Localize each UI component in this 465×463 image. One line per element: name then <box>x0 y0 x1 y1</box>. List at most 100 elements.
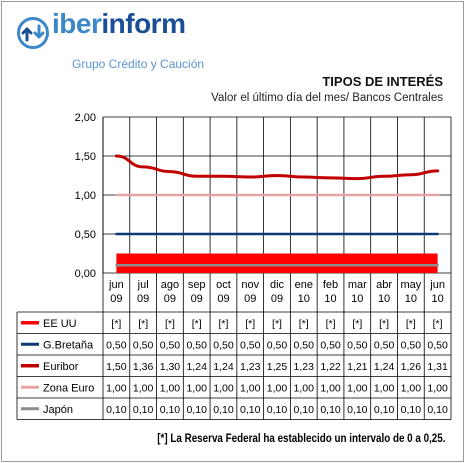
data-label: [*] <box>138 318 148 330</box>
data-label: 0,10 <box>401 404 422 416</box>
x-tick-label: 10 <box>405 293 417 305</box>
data-label: 0,10 <box>186 404 207 416</box>
x-tick-label: 10 <box>431 293 443 305</box>
x-tick-label: 09 <box>110 293 122 305</box>
y-tick-label: 0,00 <box>75 268 96 280</box>
data-label: 1,00 <box>374 382 395 394</box>
data-label: 0,50 <box>347 339 368 351</box>
data-label: 0,50 <box>427 339 448 351</box>
data-label: 0,10 <box>240 404 261 416</box>
x-tick-label: feb <box>323 279 338 291</box>
x-tick-label: jun <box>429 279 445 291</box>
data-label: 0,10 <box>213 404 234 416</box>
data-label: 0,10 <box>160 404 181 416</box>
legend-label: G.Bretaña <box>43 339 94 351</box>
data-label: 0,50 <box>133 339 154 351</box>
x-tick-label: 09 <box>244 293 256 305</box>
data-label: 0,10 <box>294 404 315 416</box>
x-tick-label: oct <box>216 279 231 291</box>
data-label: [*] <box>352 318 362 330</box>
x-tick-label: dic <box>270 279 285 291</box>
data-label: 1,24 <box>186 361 207 373</box>
x-tick-label: 09 <box>191 293 203 305</box>
x-tick-label: may <box>400 279 421 291</box>
data-label: [*] <box>192 318 202 330</box>
data-label: 1,00 <box>320 382 341 394</box>
data-label: 0,50 <box>186 339 207 351</box>
y-tick-label: 1,00 <box>75 190 96 202</box>
x-tick-label: 10 <box>298 293 310 305</box>
y-tick-label: 0,50 <box>75 229 96 241</box>
x-tick-label: jun <box>108 279 124 291</box>
data-label: 1,23 <box>240 361 261 373</box>
data-label: 1,22 <box>320 361 341 373</box>
data-label: 0,50 <box>240 339 261 351</box>
x-tick-label: 10 <box>324 293 336 305</box>
data-label: 1,00 <box>347 382 368 394</box>
x-tick-label: 09 <box>217 293 229 305</box>
data-label: 1,00 <box>213 382 234 394</box>
x-tick-label: jul <box>137 279 149 291</box>
data-label: 1,31 <box>427 361 448 373</box>
data-label: 0,50 <box>160 339 181 351</box>
data-label: 1,00 <box>240 382 261 394</box>
data-label: 1,50 <box>106 361 127 373</box>
data-label: 1,24 <box>374 361 395 373</box>
brand-part1: iber <box>52 8 102 39</box>
x-tick-label: mar <box>348 279 367 291</box>
data-label: 1,00 <box>133 382 154 394</box>
footnote: [*] La Reserva Federal ha establecido un… <box>156 431 445 445</box>
x-tick-label: nov <box>241 279 259 291</box>
data-label: 0,10 <box>347 404 368 416</box>
iberinform-logo-icon <box>17 17 49 49</box>
data-label: 1,21 <box>347 361 368 373</box>
data-label: 0,10 <box>320 404 341 416</box>
data-label: 1,30 <box>160 361 181 373</box>
series-line <box>114 154 440 181</box>
data-label: 1,24 <box>213 361 234 373</box>
x-tick-label: 09 <box>164 293 176 305</box>
x-tick-label: abr <box>376 279 392 291</box>
data-label: 1,26 <box>401 361 422 373</box>
chart-subtitle: Valor el último día del mes/ Bancos Cent… <box>211 92 443 104</box>
data-label: 0,50 <box>106 339 127 351</box>
data-label: 1,23 <box>294 361 315 373</box>
data-label: 0,50 <box>401 339 422 351</box>
data-label: 1,00 <box>106 382 127 394</box>
data-label: [*] <box>111 318 121 330</box>
x-tick-label: ene <box>295 279 313 291</box>
data-label: 0,50 <box>294 339 315 351</box>
series-band-ee-uu <box>116 253 438 273</box>
data-label: 1,25 <box>267 361 288 373</box>
chart-title: TIPOS DE INTERÉS <box>322 74 443 89</box>
data-label: [*] <box>219 318 229 330</box>
data-label: 0,10 <box>427 404 448 416</box>
data-label: 0,50 <box>267 339 288 351</box>
legend-label: Euribor <box>43 361 79 373</box>
data-label: 0,10 <box>374 404 395 416</box>
data-label: 1,00 <box>186 382 207 394</box>
data-label: [*] <box>165 318 175 330</box>
y-tick-label: 2,00 <box>75 112 96 124</box>
data-label: 1,00 <box>401 382 422 394</box>
data-label: 0,10 <box>133 404 154 416</box>
data-label: 0,50 <box>213 339 234 351</box>
x-tick-label: 09 <box>271 293 283 305</box>
x-tick-label: 10 <box>351 293 363 305</box>
data-label: 0,10 <box>106 404 127 416</box>
data-label: 0,50 <box>320 339 341 351</box>
data-label: 1,00 <box>160 382 181 394</box>
data-label: [*] <box>245 318 255 330</box>
data-label: [*] <box>272 318 282 330</box>
data-label: [*] <box>299 318 309 330</box>
data-label: 1,36 <box>133 361 154 373</box>
data-label: 1,00 <box>427 382 448 394</box>
data-label: [*] <box>379 318 389 330</box>
data-label: 1,00 <box>294 382 315 394</box>
brand-part2: inform <box>101 8 186 39</box>
legend-label: Japón <box>43 404 73 416</box>
data-label: [*] <box>326 318 336 330</box>
brand-tagline: Grupo Crédito y Caución <box>72 57 205 71</box>
x-tick-label: 10 <box>378 293 390 305</box>
